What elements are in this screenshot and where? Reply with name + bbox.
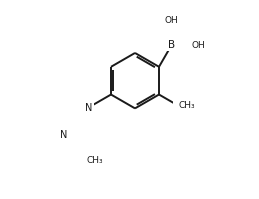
Text: OH: OH <box>165 16 178 25</box>
Text: CH₃: CH₃ <box>87 156 104 165</box>
Text: N: N <box>85 103 92 113</box>
Text: N: N <box>60 130 68 140</box>
Text: OH: OH <box>192 41 206 50</box>
Text: B: B <box>168 40 175 50</box>
Text: CH₃: CH₃ <box>179 101 196 110</box>
